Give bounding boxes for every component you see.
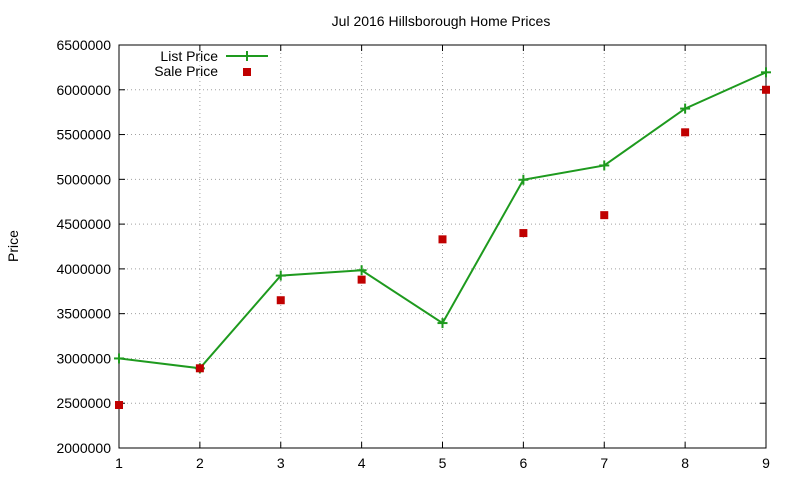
y-tick-label: 3500000 bbox=[56, 306, 111, 322]
list-price-point bbox=[437, 318, 448, 329]
y-tick-label: 6000000 bbox=[56, 82, 111, 98]
axes bbox=[118, 44, 767, 449]
grid-lines bbox=[119, 45, 766, 448]
sale-price-point bbox=[357, 275, 366, 284]
chart-title: Jul 2016 Hillsborough Home Prices bbox=[332, 13, 551, 29]
y-axis-label: Price bbox=[5, 230, 21, 262]
list-price-point bbox=[356, 265, 367, 276]
x-tick-label: 6 bbox=[519, 455, 527, 471]
y-tick-label: 4500000 bbox=[56, 216, 111, 232]
list-price-point bbox=[680, 103, 691, 114]
sale-price-point bbox=[600, 211, 609, 220]
x-tick-label: 9 bbox=[762, 455, 770, 471]
y-tick-label: 6500000 bbox=[56, 37, 111, 53]
x-tick-label: 4 bbox=[358, 455, 366, 471]
sale-price-point bbox=[438, 235, 447, 244]
list-price-point bbox=[761, 67, 771, 78]
x-tick-label: 2 bbox=[196, 455, 204, 471]
x-tick-label: 8 bbox=[681, 455, 689, 471]
legend-label-sale-price: Sale Price bbox=[154, 63, 218, 79]
sale-price-point bbox=[276, 296, 285, 305]
y-tick-label: 5500000 bbox=[56, 127, 111, 143]
list-price-point bbox=[275, 270, 286, 281]
x-tick-label: 3 bbox=[277, 455, 285, 471]
sale-price-point bbox=[519, 229, 528, 238]
legend-marker-sale-price bbox=[243, 68, 251, 76]
y-tick-label: 2000000 bbox=[56, 440, 111, 456]
sale-price-point bbox=[195, 364, 204, 373]
sale-price-point bbox=[681, 128, 690, 137]
y-tick-label: 3000000 bbox=[56, 350, 111, 366]
legend-marker-list-price bbox=[242, 51, 252, 61]
sale-price-point bbox=[762, 85, 770, 94]
x-tick-label: 7 bbox=[600, 455, 608, 471]
y-tick-label: 4000000 bbox=[56, 261, 111, 277]
y-tick-label: 5000000 bbox=[56, 171, 111, 187]
tick-labels: 2000000250000030000003500000400000045000… bbox=[56, 37, 770, 471]
list-price-point bbox=[599, 160, 610, 171]
y-tick-label: 2500000 bbox=[56, 395, 111, 411]
x-tick-label: 1 bbox=[115, 455, 123, 471]
list-price-point bbox=[518, 174, 529, 185]
plot-area bbox=[114, 67, 771, 410]
list-price-point bbox=[114, 353, 124, 364]
plot-frame bbox=[118, 44, 767, 449]
x-tick-label: 5 bbox=[439, 455, 447, 471]
sale-price-point bbox=[115, 401, 123, 410]
legend-label-list-price: List Price bbox=[160, 48, 218, 64]
